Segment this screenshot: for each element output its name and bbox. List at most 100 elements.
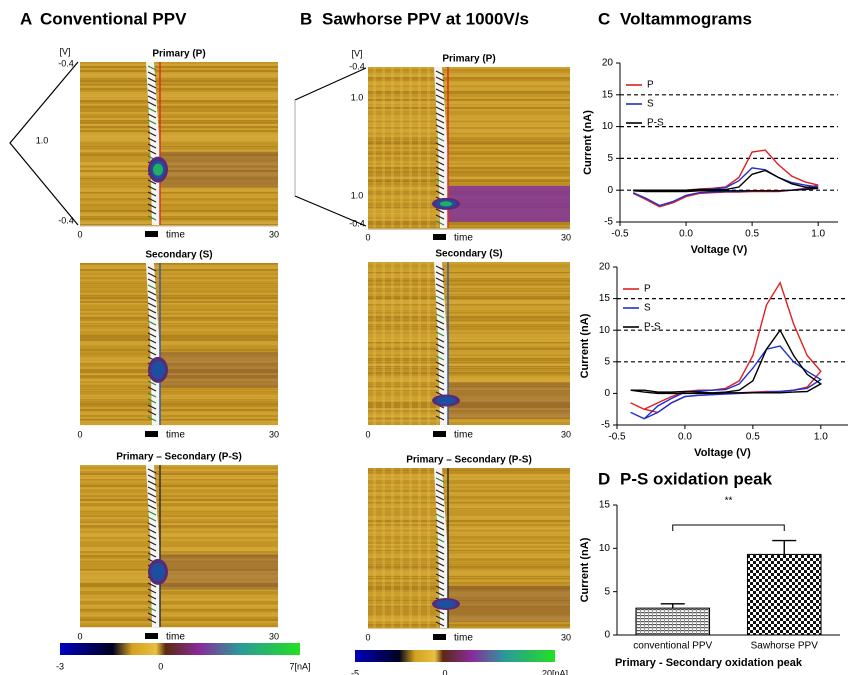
texture <box>368 540 570 542</box>
texture <box>80 365 278 368</box>
curve <box>633 169 819 193</box>
texture <box>368 416 570 418</box>
artifact <box>435 483 445 489</box>
legend-label: P <box>647 80 654 91</box>
time-tick: 30 <box>561 632 571 642</box>
texture <box>368 288 570 290</box>
texture <box>368 486 570 489</box>
texture <box>80 623 278 625</box>
texture <box>368 396 570 399</box>
texture <box>368 262 570 265</box>
texture <box>80 289 278 292</box>
texture <box>368 334 570 337</box>
texture <box>368 474 570 477</box>
texture <box>80 403 278 406</box>
texture <box>80 80 278 83</box>
texture <box>80 531 278 533</box>
artifact <box>435 172 445 178</box>
artifact <box>435 142 445 148</box>
texture <box>368 394 570 397</box>
texture <box>80 373 278 376</box>
colorbar-label: 0 <box>158 661 163 671</box>
artifact <box>147 314 157 320</box>
artifact <box>147 272 157 278</box>
texture <box>368 388 570 391</box>
texture <box>368 492 570 494</box>
texture <box>368 153 570 155</box>
texture <box>80 122 278 124</box>
texture <box>80 152 278 155</box>
time-tick: 30 <box>269 631 279 641</box>
plot-title: Primary – Secondary (P-S) <box>406 455 532 466</box>
artifact <box>147 143 157 149</box>
texture <box>368 596 570 599</box>
texture <box>80 321 278 323</box>
texture <box>373 67 376 228</box>
texture <box>80 303 278 305</box>
texture <box>80 210 278 213</box>
artifact <box>434 468 448 628</box>
artifact <box>147 552 157 558</box>
texture <box>368 91 570 93</box>
artifact <box>147 350 157 356</box>
texture <box>80 116 278 119</box>
texture <box>80 625 278 628</box>
texture <box>368 550 570 552</box>
stimulus-bar <box>433 234 446 240</box>
texture <box>80 78 278 81</box>
voltage-label: -0.4 <box>58 58 74 68</box>
panel-letter: A <box>20 9 32 28</box>
texture <box>368 109 570 111</box>
texture <box>368 344 570 347</box>
artifact <box>147 101 157 107</box>
artifact <box>435 349 445 355</box>
texture <box>368 87 570 90</box>
texture <box>368 490 570 493</box>
texture <box>80 72 278 75</box>
texture <box>382 262 385 425</box>
artifact <box>147 480 157 486</box>
texture <box>368 179 570 182</box>
texture <box>80 162 278 165</box>
artifact <box>435 124 445 130</box>
artifact <box>435 184 445 190</box>
texture <box>80 339 278 341</box>
time-tick: 0 <box>77 631 82 641</box>
texture <box>80 595 278 597</box>
texture <box>80 327 278 329</box>
texture <box>368 274 570 276</box>
x-tick-label: 0.0 <box>678 432 692 443</box>
texture <box>80 70 278 73</box>
stimulus-bar <box>145 231 158 237</box>
texture <box>80 485 278 488</box>
texture <box>368 412 570 414</box>
texture <box>368 149 570 151</box>
artifact <box>435 148 445 154</box>
panel-title: Conventional PPV <box>40 9 187 28</box>
texture <box>80 469 278 472</box>
artifact <box>435 343 445 349</box>
texture <box>80 206 278 209</box>
texture <box>80 579 278 582</box>
texture <box>368 135 570 138</box>
texture <box>80 196 278 199</box>
texture <box>368 480 570 482</box>
y-tick-label: -5 <box>604 217 613 228</box>
texture <box>80 419 278 421</box>
texture <box>368 382 570 384</box>
texture <box>80 325 278 327</box>
texture <box>368 306 570 308</box>
texture <box>80 218 278 221</box>
texture <box>80 204 278 207</box>
artifact <box>435 373 445 379</box>
texture <box>80 76 278 78</box>
panel-letter: C <box>598 9 610 28</box>
texture <box>368 161 570 164</box>
artifact <box>435 609 445 615</box>
texture <box>80 200 278 202</box>
artifact <box>435 501 445 507</box>
artifact <box>435 160 445 166</box>
texture <box>80 110 278 113</box>
artifact <box>435 166 445 172</box>
texture <box>80 473 278 475</box>
